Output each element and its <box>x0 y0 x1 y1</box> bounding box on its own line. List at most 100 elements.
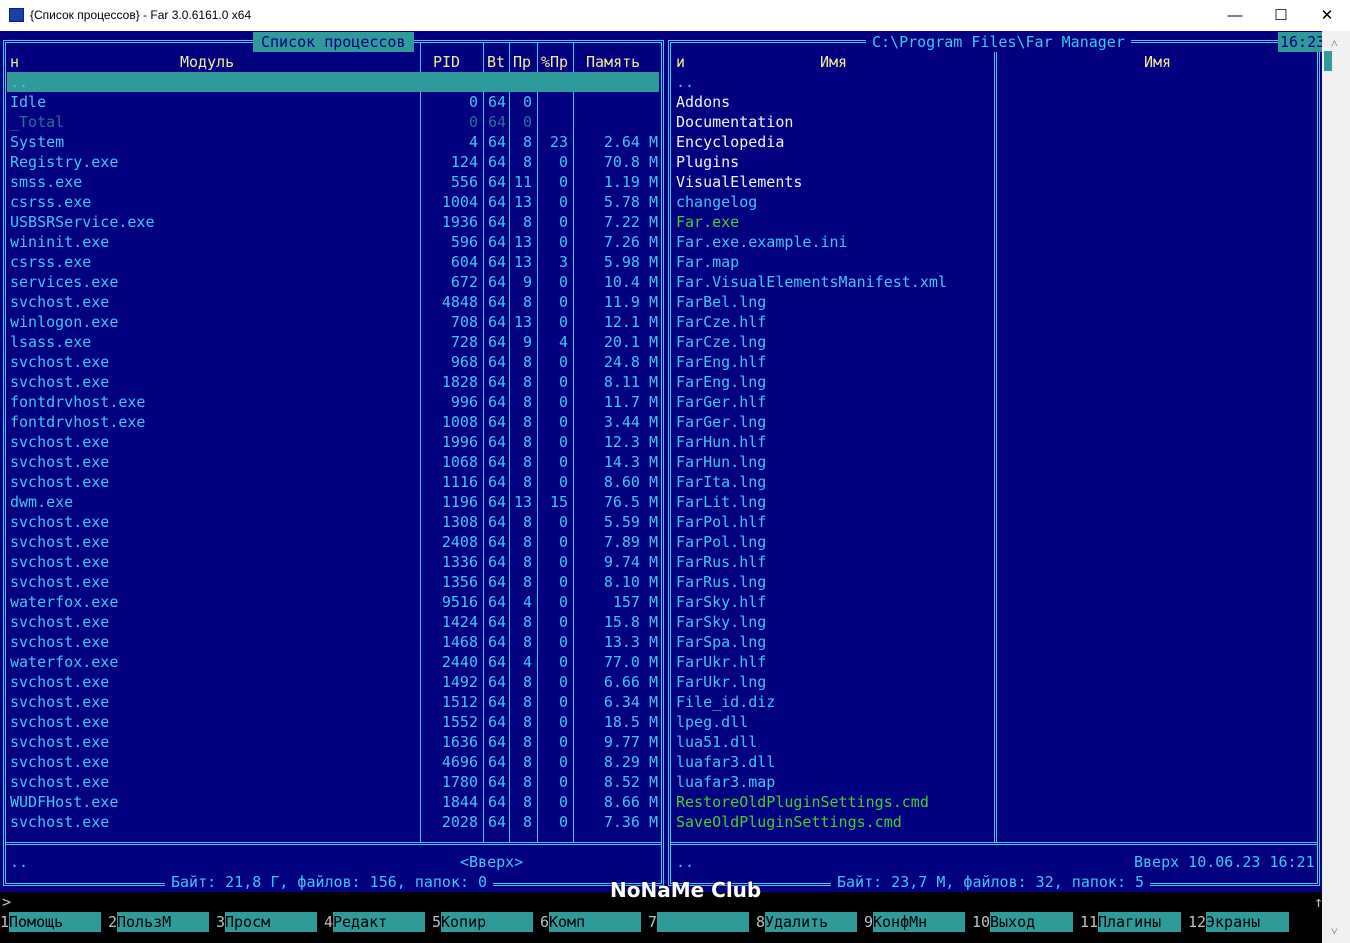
file-item[interactable]: FarEng.hlf <box>676 353 767 371</box>
file-item[interactable]: FarPol.lng <box>676 533 767 551</box>
file-item[interactable]: FarBel.lng <box>676 293 767 311</box>
fkey-label[interactable] <box>657 912 749 932</box>
fkey-11[interactable]: 11 Плагины <box>1080 912 1181 932</box>
window-scrollbar[interactable]: ˄ ˅ <box>1322 31 1350 943</box>
fkey-label[interactable]: Комп <box>549 912 641 932</box>
folder-item[interactable]: Documentation <box>676 113 794 131</box>
process-name[interactable]: csrss.exe <box>10 253 92 271</box>
process-name[interactable]: svchost.exe <box>10 713 110 731</box>
fkey-label[interactable]: Выход <box>990 912 1073 932</box>
process-name[interactable]: svchost.exe <box>10 733 110 751</box>
file-item[interactable]: FarSpa.lng <box>676 633 767 651</box>
scroll-down-button[interactable]: ˅ <box>1331 924 1338 938</box>
fkey-5[interactable]: 5 Копир <box>432 912 533 932</box>
column-header-priority[interactable]: Пр <box>513 53 532 71</box>
fkey-10[interactable]: 10 Выход <box>972 912 1073 932</box>
command-prompt[interactable]: > <box>2 893 12 911</box>
fkey-label[interactable]: Редакт <box>333 912 425 932</box>
process-name[interactable]: fontdrvhost.exe <box>10 393 146 411</box>
parent-dir-item[interactable]: .. <box>676 73 695 91</box>
process-name[interactable]: svchost.exe <box>10 513 110 531</box>
process-name[interactable]: svchost.exe <box>10 373 110 391</box>
fkey-4[interactable]: 4 Редакт <box>324 912 425 932</box>
fkey-label[interactable]: КонфМн <box>873 912 965 932</box>
process-name[interactable]: svchost.exe <box>10 533 110 551</box>
process-name[interactable]: _Total <box>10 113 65 131</box>
parent-dir-item[interactable]: .. <box>10 73 29 91</box>
process-name[interactable]: winlogon.exe <box>10 313 119 331</box>
file-item[interactable]: FarSky.hlf <box>676 593 767 611</box>
process-name[interactable]: svchost.exe <box>10 473 110 491</box>
file-item[interactable]: FarGer.hlf <box>676 393 767 411</box>
sort-indicator[interactable]: н <box>10 53 20 71</box>
process-name[interactable]: svchost.exe <box>10 813 110 831</box>
process-name[interactable]: Idle <box>10 93 47 111</box>
file-item[interactable]: SaveOldPluginSettings.cmd <box>676 813 902 831</box>
minimize-button[interactable]: — <box>1227 7 1243 24</box>
file-item[interactable]: Far.VisualElementsManifest.xml <box>676 273 947 291</box>
folder-item[interactable]: VisualElements <box>676 173 803 191</box>
scroll-thumb[interactable] <box>1324 51 1332 71</box>
close-button[interactable]: ✕ <box>1320 7 1334 24</box>
file-item[interactable]: lua51.dll <box>676 733 758 751</box>
fkey-label[interactable]: Удалить <box>765 912 857 932</box>
file-item[interactable]: FarCze.lng <box>676 333 767 351</box>
process-name[interactable]: svchost.exe <box>10 633 110 651</box>
process-name[interactable]: svchost.exe <box>10 693 110 711</box>
file-item[interactable]: Far.map <box>676 253 740 271</box>
process-name[interactable]: svchost.exe <box>10 673 110 691</box>
file-item[interactable]: FarHun.lng <box>676 453 767 471</box>
fkey-label[interactable]: Плагины <box>1098 912 1181 932</box>
file-item[interactable]: FarGer.lng <box>676 413 767 431</box>
file-item[interactable]: luafar3.map <box>676 773 776 791</box>
process-name[interactable]: waterfox.exe <box>10 593 119 611</box>
file-item[interactable]: luafar3.dll <box>676 753 776 771</box>
file-item[interactable]: FarPol.hlf <box>676 513 767 531</box>
process-name[interactable]: svchost.exe <box>10 553 110 571</box>
process-name[interactable]: lsass.exe <box>10 333 92 351</box>
process-name[interactable]: dwm.exe <box>10 493 74 511</box>
fkey-label[interactable]: Копир <box>441 912 533 932</box>
right-panel[interactable]: C:\Program Files\Far Manager 16:23 и Имя… <box>666 31 1328 892</box>
column-header-module[interactable]: Модуль <box>180 53 235 71</box>
fkey-6[interactable]: 6 Комп <box>540 912 641 932</box>
process-name[interactable]: svchost.exe <box>10 433 110 451</box>
fkey-label[interactable]: Экраны <box>1206 912 1289 932</box>
fkey-label[interactable]: Помощь <box>9 912 101 932</box>
file-item[interactable]: FarLit.lng <box>676 493 767 511</box>
column-header-bt[interactable]: Bt <box>487 53 506 71</box>
file-item[interactable]: Far.exe.example.ini <box>676 233 848 251</box>
column-header-pid[interactable]: PID <box>433 53 461 71</box>
file-item[interactable]: FarUkr.lng <box>676 673 767 691</box>
process-name[interactable]: svchost.exe <box>10 753 110 771</box>
process-name[interactable]: svchost.exe <box>10 353 110 371</box>
fkey-8[interactable]: 8 Удалить <box>756 912 857 932</box>
process-name[interactable]: System <box>10 133 65 151</box>
file-item[interactable]: FarRus.hlf <box>676 553 767 571</box>
maximize-button[interactable]: ☐ <box>1274 7 1288 24</box>
fkey-7[interactable]: 7 <box>648 912 749 932</box>
sort-indicator[interactable]: и <box>676 53 686 71</box>
process-name[interactable]: smss.exe <box>10 173 83 191</box>
file-item[interactable]: FarRus.lng <box>676 573 767 591</box>
fkey-1[interactable]: 1 Помощь <box>0 912 101 932</box>
file-item[interactable]: FarSky.lng <box>676 613 767 631</box>
file-item[interactable]: lpeg.dll <box>676 713 749 731</box>
process-name[interactable]: WUDFHost.exe <box>10 793 119 811</box>
fkey-label[interactable]: ПользМ <box>117 912 209 932</box>
fkey-2[interactable]: 2 ПользМ <box>108 912 209 932</box>
fkey-12[interactable]: 12 Экраны <box>1188 912 1289 932</box>
process-name[interactable]: csrss.exe <box>10 193 92 211</box>
process-name[interactable]: svchost.exe <box>10 573 110 591</box>
file-item[interactable]: FarEng.lng <box>676 373 767 391</box>
file-item[interactable]: FarIta.lng <box>676 473 767 491</box>
fkey-label[interactable]: Просм <box>225 912 317 932</box>
process-name[interactable]: svchost.exe <box>10 453 110 471</box>
process-name[interactable]: wininit.exe <box>10 233 110 251</box>
file-item[interactable]: FarHun.hlf <box>676 433 767 451</box>
file-item[interactable]: RestoreOldPluginSettings.cmd <box>676 793 929 811</box>
left-panel[interactable]: Список процессов н Модуль PID Bt Пр %Пр … <box>0 31 666 892</box>
process-name[interactable]: svchost.exe <box>10 613 110 631</box>
process-name[interactable]: services.exe <box>10 273 119 291</box>
process-name[interactable]: Registry.exe <box>10 153 119 171</box>
